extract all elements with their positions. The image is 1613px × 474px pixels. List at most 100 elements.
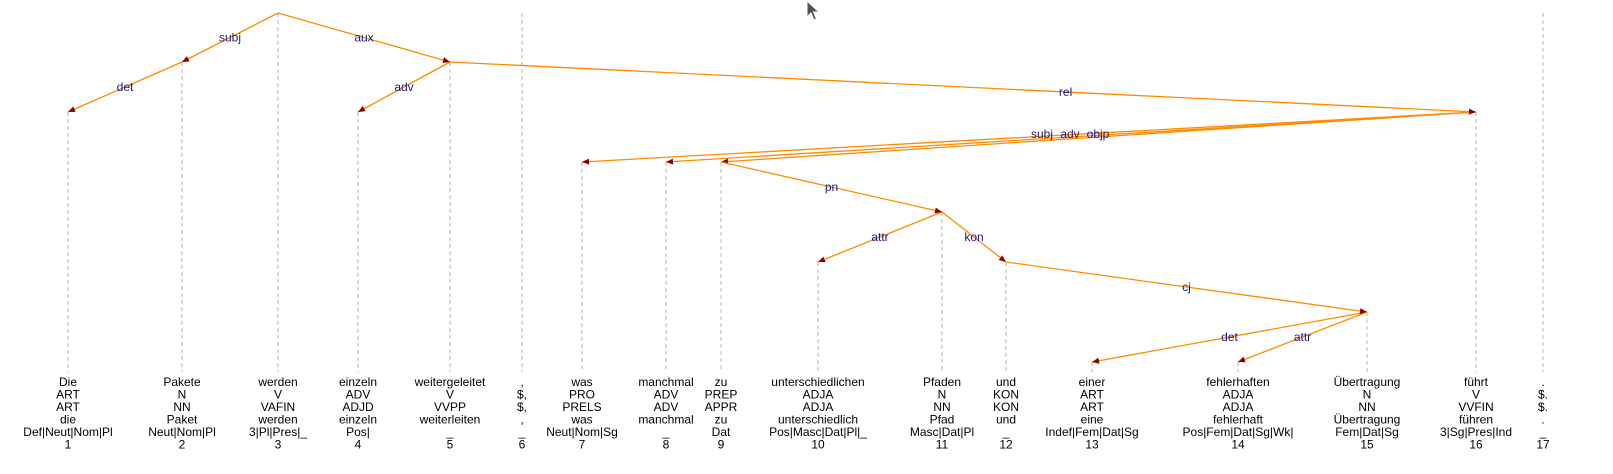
token-feats: Neut|Nom|Pl bbox=[148, 425, 216, 439]
token-form: , bbox=[520, 375, 523, 389]
token-feats: _ bbox=[518, 425, 526, 439]
token-lemma: unterschiedlich bbox=[778, 413, 858, 427]
token-pos: ART bbox=[1080, 400, 1104, 414]
token-form: und bbox=[996, 375, 1016, 389]
token-pos: $. bbox=[1538, 400, 1548, 414]
token-idx: 1 bbox=[65, 438, 72, 452]
token-feats: 3|Pl|Pres|_ bbox=[249, 425, 307, 439]
token-lemma: einzeln bbox=[339, 413, 377, 427]
token-cpos: ART bbox=[56, 388, 80, 402]
dependency-edge bbox=[720, 161, 943, 213]
dependency-edge bbox=[1091, 311, 1368, 363]
token-form: . bbox=[1541, 375, 1544, 389]
dependency-edge bbox=[720, 111, 1477, 163]
dependency-edge bbox=[1237, 311, 1368, 363]
dependency-edge bbox=[817, 211, 943, 263]
token-idx: 13 bbox=[1085, 438, 1099, 452]
token-feats: _ bbox=[446, 425, 454, 439]
token-pos: PRELS bbox=[562, 400, 601, 414]
token-pos: ART bbox=[56, 400, 80, 414]
arrowhead bbox=[1092, 357, 1100, 364]
dependency-edge bbox=[581, 111, 1477, 163]
token-cpos: N bbox=[938, 388, 947, 402]
token-idx: 7 bbox=[579, 438, 586, 452]
dependency-edge bbox=[941, 211, 1007, 263]
token-pos: ADV bbox=[654, 400, 679, 414]
token-form: Übertragung bbox=[1334, 375, 1401, 389]
token-idx: 8 bbox=[663, 438, 670, 452]
token-form: werden bbox=[257, 375, 297, 389]
edge-label: aux bbox=[354, 31, 373, 45]
token-lemma: . bbox=[1541, 413, 1544, 427]
token-lemma: Paket bbox=[167, 413, 198, 427]
token-cpos: PRO bbox=[569, 388, 595, 402]
token-cpos: N bbox=[178, 388, 187, 402]
token-feats: _ bbox=[662, 425, 670, 439]
token-lemma: Pfad bbox=[930, 413, 955, 427]
token-cpos: ADV bbox=[654, 388, 679, 402]
token-feats: _ bbox=[1539, 425, 1547, 439]
guide-lines bbox=[67, 13, 1544, 372]
token-lemma: fehlerhaft bbox=[1213, 413, 1264, 427]
token-feats: Pos|Fem|Dat|Sg|Wk| bbox=[1183, 425, 1294, 439]
arrowhead bbox=[358, 106, 366, 112]
edge-label: cj bbox=[1182, 280, 1191, 294]
token-idx: 17 bbox=[1536, 438, 1550, 452]
arrowhead bbox=[182, 56, 190, 62]
token-idx: 5 bbox=[447, 438, 454, 452]
token-columns: DieARTARTdieDef|Neut|Nom|Pl1PaketeNNNPak… bbox=[23, 375, 1550, 452]
token-form: was bbox=[570, 375, 592, 389]
token-idx: 9 bbox=[718, 438, 725, 452]
token-cpos: PREP bbox=[705, 388, 738, 402]
token-pos: $, bbox=[517, 400, 527, 414]
token-pos: NN bbox=[1358, 400, 1375, 414]
arrowhead bbox=[818, 256, 826, 263]
token-feats: Pos| bbox=[346, 425, 370, 439]
edge-label: det bbox=[1221, 330, 1238, 344]
edge-label: subj bbox=[1031, 127, 1053, 141]
token-form: einer bbox=[1079, 375, 1106, 389]
token-pos: ADJD bbox=[342, 400, 374, 414]
token-pos: ADJA bbox=[803, 400, 834, 414]
dependency-edge bbox=[357, 61, 451, 113]
token-feats: Indef|Fem|Dat|Sg bbox=[1045, 425, 1138, 439]
token-lemma: werden bbox=[257, 413, 297, 427]
arrowhead bbox=[666, 158, 674, 165]
edge-label: objp bbox=[1087, 127, 1110, 141]
edge-label: det bbox=[117, 80, 134, 94]
token-feats: _ bbox=[1002, 425, 1010, 439]
token-cpos: V bbox=[274, 388, 282, 402]
token-feats: Dat bbox=[712, 425, 731, 439]
token-feats: Neut|Nom|Sg bbox=[546, 425, 618, 439]
token-idx: 16 bbox=[1469, 438, 1483, 452]
token-pos: VAFIN bbox=[261, 400, 295, 414]
token-lemma: eine bbox=[1081, 413, 1104, 427]
edge-label: subj bbox=[219, 31, 241, 45]
token-idx: 12 bbox=[999, 438, 1013, 452]
token-form: zu bbox=[715, 375, 728, 389]
arrowhead bbox=[1359, 308, 1367, 315]
edge-label: attr bbox=[1294, 330, 1311, 344]
token-lemma: weiterleiten bbox=[419, 413, 481, 427]
token-cpos: V bbox=[446, 388, 454, 402]
token-cpos: ADJA bbox=[1223, 388, 1254, 402]
token-lemma: zu bbox=[715, 413, 728, 427]
token-feats: Masc|Dat|Pl bbox=[910, 425, 974, 439]
token-idx: 14 bbox=[1231, 438, 1245, 452]
token-cpos: $, bbox=[517, 388, 527, 402]
token-pos: VVPP bbox=[434, 400, 466, 414]
token-cpos: ART bbox=[1080, 388, 1104, 402]
token-pos: KON bbox=[993, 400, 1019, 414]
token-idx: 15 bbox=[1360, 438, 1374, 452]
edge-label: attr bbox=[871, 230, 888, 244]
token-form: Die bbox=[59, 375, 77, 389]
token-feats: Def|Neut|Nom|Pl bbox=[23, 425, 112, 439]
dependency-edge bbox=[181, 12, 279, 63]
token-feats: 3|Sg|Pres|Ind bbox=[1440, 425, 1512, 439]
token-lemma: was bbox=[570, 413, 592, 427]
dependency-edge bbox=[277, 12, 451, 63]
edge-label: pn bbox=[825, 180, 838, 194]
arrowhead bbox=[998, 255, 1006, 262]
token-lemma: führen bbox=[1459, 413, 1493, 427]
